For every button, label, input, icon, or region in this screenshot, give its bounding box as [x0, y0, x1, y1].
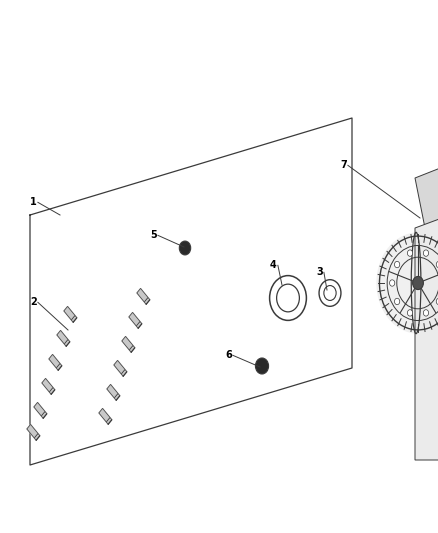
- Polygon shape: [114, 360, 127, 376]
- Circle shape: [436, 298, 438, 305]
- Polygon shape: [99, 408, 112, 424]
- Circle shape: [395, 298, 400, 305]
- Circle shape: [389, 280, 395, 286]
- Circle shape: [436, 261, 438, 268]
- Polygon shape: [64, 306, 77, 322]
- Text: 4: 4: [270, 260, 277, 270]
- Text: 7: 7: [340, 160, 347, 170]
- Text: 6: 6: [225, 350, 232, 360]
- Circle shape: [407, 310, 413, 316]
- Circle shape: [255, 358, 268, 374]
- Polygon shape: [137, 288, 150, 304]
- Polygon shape: [57, 330, 70, 346]
- Circle shape: [413, 277, 424, 289]
- Polygon shape: [122, 336, 135, 352]
- Text: 1: 1: [30, 197, 37, 207]
- Polygon shape: [415, 105, 438, 228]
- Polygon shape: [34, 402, 47, 418]
- Text: 2: 2: [30, 297, 37, 307]
- Polygon shape: [129, 312, 142, 328]
- Text: 5: 5: [150, 230, 157, 240]
- Circle shape: [376, 232, 438, 334]
- Circle shape: [395, 261, 400, 268]
- Polygon shape: [27, 424, 40, 440]
- Polygon shape: [107, 384, 120, 400]
- Polygon shape: [415, 155, 438, 460]
- Circle shape: [179, 241, 191, 255]
- Circle shape: [407, 250, 413, 256]
- Circle shape: [424, 250, 429, 256]
- Polygon shape: [49, 354, 62, 370]
- Polygon shape: [42, 378, 55, 394]
- Text: 3: 3: [316, 267, 323, 277]
- Circle shape: [424, 310, 429, 316]
